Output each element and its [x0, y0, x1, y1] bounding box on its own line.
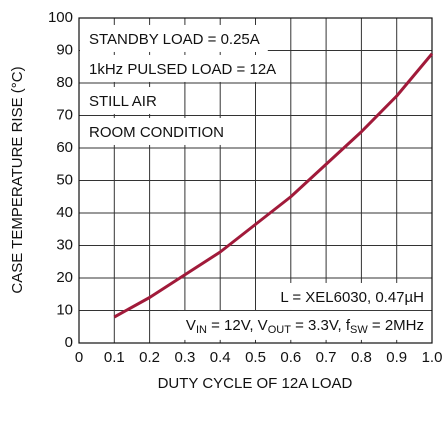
annotation: L = XEL6030, 0.47µH [280, 289, 424, 306]
plot-border [78, 17, 433, 344]
annotation-box [80, 54, 285, 82]
y-axis-label: CASE TEMPERATURE RISE (°C) [9, 66, 26, 293]
annotation-box [272, 282, 431, 310]
annotation: STANDBY LOAD = 0.25A [89, 31, 260, 48]
annotation-part: = 12V, V [207, 317, 268, 334]
x-tick-label: 0.3 [174, 349, 195, 366]
subscript: SW [350, 324, 368, 336]
annotation: 1kHz PULSED LOAD = 12A [89, 61, 276, 78]
y-tick-label: 60 [56, 139, 73, 156]
y-tick-label: 40 [56, 204, 73, 221]
x-tick-label: 1.0 [422, 349, 443, 366]
annotation-box [80, 117, 232, 145]
x-tick-label: 0.4 [210, 349, 231, 366]
y-tick-label: 20 [56, 269, 73, 286]
x-tick-label: 0.7 [316, 349, 337, 366]
y-tick-label: 90 [56, 41, 73, 58]
annotation-part: = 3.3V, f [291, 317, 351, 334]
y-tick-label: 30 [56, 236, 73, 253]
x-tick-label: 0.6 [280, 349, 301, 366]
y-tick-label: 80 [56, 74, 73, 91]
x-tick-label: 0 [75, 349, 83, 366]
annotation: STILL AIR [89, 93, 157, 110]
y-tick-label: 0 [65, 334, 73, 351]
subscript: OUT [268, 324, 292, 336]
x-tick-label: 0.2 [139, 349, 160, 366]
y-tick-label: 50 [56, 171, 73, 188]
x-tick-label: 0.5 [245, 349, 266, 366]
x-tick-label: 0.8 [351, 349, 372, 366]
x-axis-label: DUTY CYCLE OF 12A LOAD [158, 375, 353, 392]
annotation-box [80, 24, 268, 52]
annotation-box [177, 310, 431, 340]
annotation: VIN = 12V, VOUT = 3.3V, fSW = 2MHz [186, 317, 424, 336]
subscript: IN [196, 324, 207, 336]
x-tick-label: 0.1 [104, 349, 125, 366]
annotation-box [80, 86, 165, 114]
y-tick-label: 100 [48, 9, 73, 26]
annotation-part: V [186, 317, 196, 334]
annotation-part: = 2MHz [368, 317, 424, 334]
y-tick-label: 10 [56, 301, 73, 318]
y-tick-label: 70 [56, 106, 73, 123]
x-tick-label: 0.9 [386, 349, 407, 366]
line [113, 52, 434, 319]
annotation: ROOM CONDITION [89, 124, 224, 141]
